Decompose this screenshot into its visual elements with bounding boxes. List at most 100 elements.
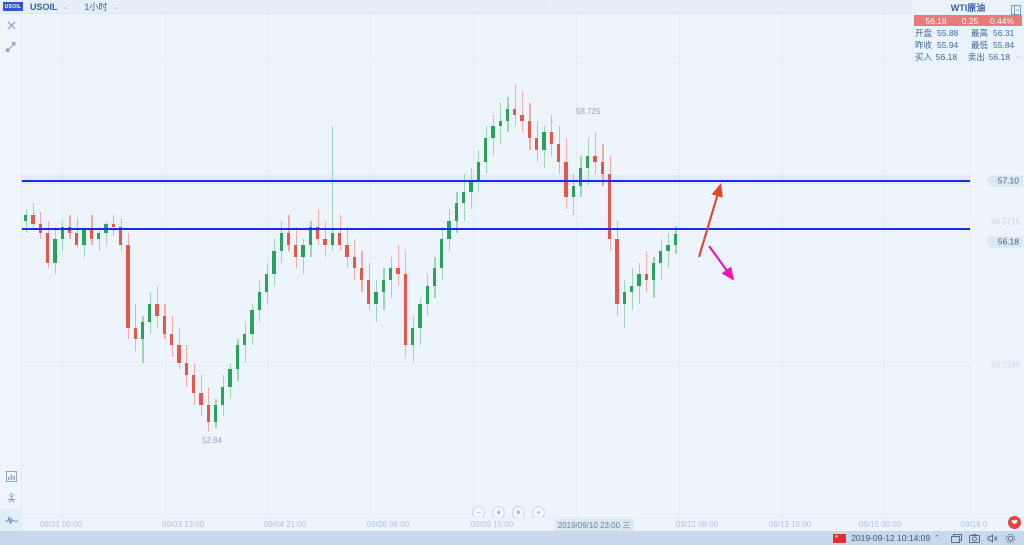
candle-body	[330, 232, 334, 245]
resistance-line-glow	[22, 175, 970, 184]
quote-key: 开盘	[915, 28, 933, 38]
candle-wick	[332, 126, 334, 251]
price-chart[interactable]: 59.418 56.5715 53.7249 58.725 52.84	[22, 14, 1024, 517]
candle-body	[352, 256, 356, 269]
swing-high-label: 58.725	[576, 107, 601, 116]
candle-body	[564, 161, 568, 198]
zoom-out-button[interactable]: −	[472, 506, 485, 517]
candle-body	[294, 244, 298, 257]
candle-body	[505, 108, 510, 121]
candle-body	[323, 238, 327, 245]
candle-body	[608, 173, 612, 239]
candle-body	[250, 309, 254, 334]
candle-body	[301, 244, 305, 257]
candle-body	[82, 229, 86, 245]
candle-body	[264, 274, 269, 293]
gridline-vertical	[782, 14, 783, 517]
bullish-arrow[interactable]	[697, 183, 723, 258]
candle-body	[316, 227, 320, 239]
gridline-vertical	[268, 14, 269, 517]
candle-wick	[135, 303, 137, 352]
support-line[interactable]	[22, 228, 970, 230]
favorite-badge-icon[interactable]: ❤	[1008, 516, 1021, 529]
speaker-icon[interactable]	[984, 531, 1000, 545]
candle-body	[213, 404, 218, 423]
quote-price-bar[interactable]: 56.18 0.25 0.44%	[914, 15, 1022, 26]
last-price-tag[interactable]: 56.18	[985, 236, 1023, 248]
candle-body	[97, 232, 101, 239]
candle-body	[637, 274, 641, 287]
candle-body	[118, 227, 123, 245]
candle-body	[199, 392, 203, 405]
candle-body	[126, 244, 130, 328]
gridline-vertical	[679, 14, 680, 517]
step-back-button[interactable]: ⏴	[492, 506, 505, 517]
gridline-vertical	[576, 14, 577, 517]
candle-body	[345, 244, 349, 257]
gridline-horizontal	[22, 365, 970, 366]
candle-body	[410, 327, 415, 346]
candle-body	[462, 191, 466, 204]
candle-body	[206, 404, 210, 423]
symbol-selector[interactable]: USOIL	[30, 1, 58, 12]
annotation-layer	[697, 183, 735, 281]
candle-body	[53, 238, 57, 263]
time-label: 09/12 08:00	[675, 520, 719, 529]
candle-body	[629, 286, 634, 293]
candle-body	[177, 345, 181, 364]
price-axis[interactable]: 57.10 56.18	[970, 14, 1024, 517]
candle-wick	[595, 132, 597, 174]
candle-wick	[514, 83, 516, 127]
zoom-controls: − ⏴ ⏵ +	[472, 506, 545, 517]
candle-body	[556, 144, 561, 162]
chevron-down-icon[interactable]: ⌄	[1015, 53, 1021, 60]
candle-body	[659, 250, 663, 263]
expand-icon[interactable]	[0, 36, 22, 58]
quote-detail-rows: 开盘 55.88 最高 56.31 昨收 55.94 最低 55.84 买入 5…	[912, 26, 1024, 65]
gridline-label: 53.7249	[991, 360, 1020, 370]
candle-body	[498, 120, 502, 127]
timeframe-selector[interactable]: 1小时	[84, 2, 108, 12]
candle-body	[469, 179, 473, 192]
panel-collapse-icon[interactable]	[1011, 2, 1021, 20]
candle-body	[162, 315, 167, 334]
alert-icon[interactable]	[0, 487, 22, 509]
candle-body	[221, 386, 225, 405]
gridline-horizontal	[22, 222, 970, 223]
indicator-icon[interactable]	[0, 509, 22, 531]
candle-body	[418, 303, 422, 328]
close-icon[interactable]	[0, 14, 22, 36]
chevron-down-icon[interactable]: ⌄	[112, 3, 119, 11]
candle-wick	[98, 227, 100, 251]
gridline-vertical	[884, 14, 885, 517]
candle-body	[140, 321, 145, 340]
zoom-in-button[interactable]: +	[532, 506, 545, 517]
quote-value: 56.18	[988, 52, 1010, 62]
candle-body	[666, 244, 670, 251]
resistance-line[interactable]	[22, 180, 970, 182]
gridline-label: 56.5715	[991, 217, 1020, 227]
gear-icon[interactable]	[1002, 531, 1018, 545]
candle-wick	[142, 315, 144, 364]
quote-header: WTI原油	[912, 0, 1024, 15]
candle-body	[184, 363, 188, 375]
quote-key: 昨收	[915, 40, 933, 50]
candle-body	[367, 280, 371, 304]
chevron-down-icon[interactable]: ⌄	[62, 3, 69, 11]
quote-key: 买入	[915, 52, 933, 62]
candle-body	[133, 327, 137, 340]
camera-icon[interactable]	[966, 531, 982, 545]
chart-topbar: USOIL USOIL ⌄ 1小时 ⌄	[0, 0, 1024, 14]
step-forward-button[interactable]: ⏵	[512, 506, 525, 517]
chevron-up-icon[interactable]: ⌃	[934, 535, 940, 542]
candle-wick	[303, 238, 305, 275]
resistance-price-tag[interactable]: 57.10	[985, 175, 1023, 187]
quote-value: 56.18	[935, 52, 958, 62]
chart-icon[interactable]	[0, 465, 22, 487]
window-icon[interactable]	[948, 531, 964, 545]
candle-body	[513, 108, 517, 115]
bearish-arrow[interactable]	[708, 245, 735, 281]
time-axis[interactable]: 08/31 00:00 09/03 13:00 09/04 21:00 09/0…	[22, 517, 1024, 532]
candle-body	[491, 126, 495, 139]
